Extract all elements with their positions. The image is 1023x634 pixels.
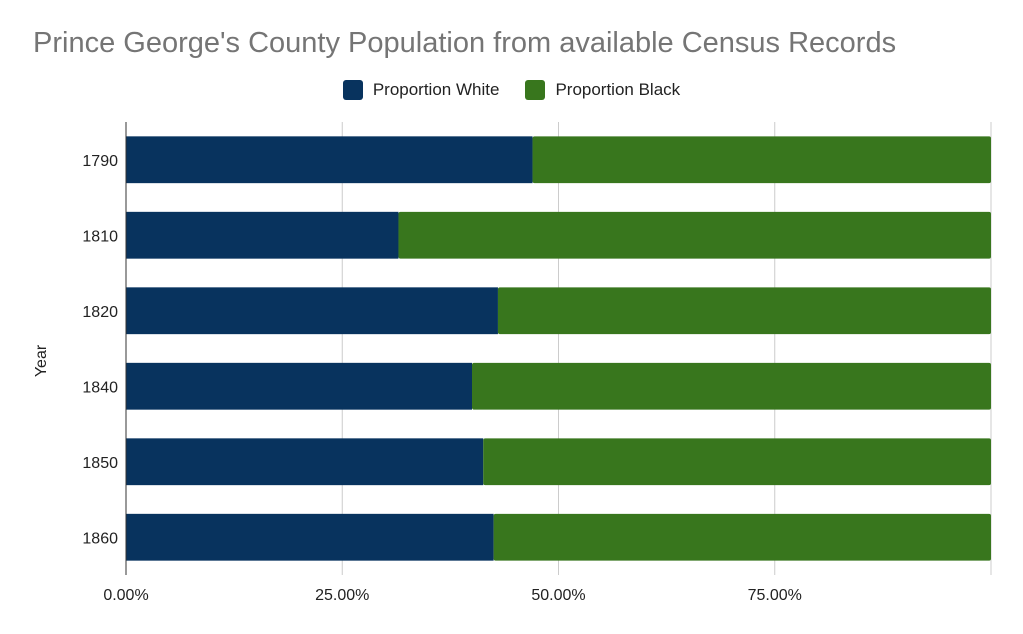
y-tick-label: 1820 [82,304,118,321]
legend-item-black: Proportion Black [525,80,680,100]
bar-black-1820 [497,287,991,335]
bar-white-1790 [126,136,533,184]
legend-label-white: Proportion White [372,80,500,99]
gridlines [341,122,992,575]
bar-white-1820 [126,287,498,335]
y-tick-label: 1840 [82,379,118,396]
x-tick-label: 0.00% [103,587,148,604]
x-tick-labels: 0.00% 25.00% 50.00% 75.00% [103,587,802,604]
legend-item-white: Proportion White [342,80,500,100]
bar-white-1810 [126,211,399,259]
bars [126,136,992,561]
x-tick-label: 50.00% [531,587,585,604]
y-tick-labels: 1790 1810 1820 1840 1850 1860 [82,153,118,548]
bar-white-1860 [126,513,494,561]
bar-black-1860 [493,513,991,561]
bar-white-1850 [126,438,484,486]
chart-title: Prince George's County Population from a… [33,27,897,59]
x-tick-label: 75.00% [748,587,802,604]
bar-black-1840 [472,362,991,410]
legend: Proportion White Proportion Black [0,80,1023,100]
bar-black-1810 [398,211,992,259]
y-axis-label: Year [33,344,50,377]
y-tick-label: 1790 [82,153,118,170]
legend-swatch-black [525,80,546,100]
x-tick-label: 25.00% [315,587,369,604]
bar-black-1850 [483,438,991,486]
y-tick-label: 1810 [82,228,118,245]
legend-label-black: Proportion Black [555,80,681,99]
y-tick-label: 1850 [82,455,118,472]
bar-white-1840 [126,362,472,410]
y-tick-label: 1860 [82,530,118,547]
bar-black-1790 [532,136,991,184]
legend-swatch-white [342,80,363,100]
